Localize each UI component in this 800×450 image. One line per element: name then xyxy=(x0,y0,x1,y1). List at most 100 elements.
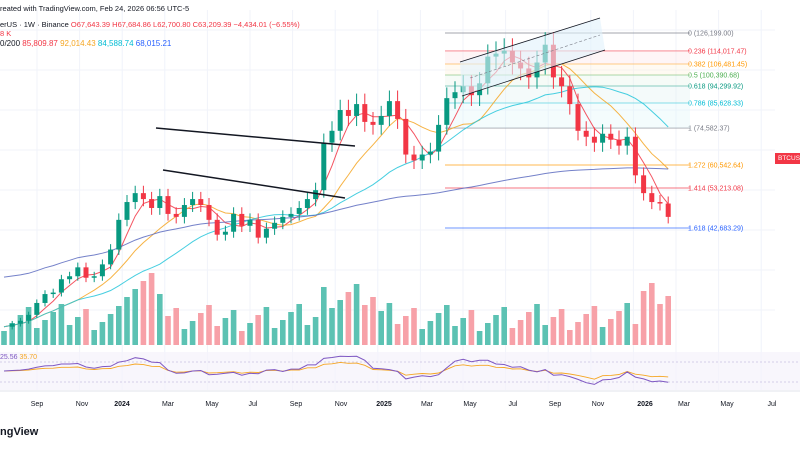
trendline-lower xyxy=(162,169,346,199)
fib-label: 1.272 (60,542.64) xyxy=(688,163,743,170)
candle-body xyxy=(9,323,15,327)
fib-label: 0.382 (106,481.45) xyxy=(688,62,747,69)
volume-bar xyxy=(181,329,188,345)
candle-body xyxy=(263,228,269,238)
volume-bar xyxy=(165,316,171,345)
volume-bar xyxy=(608,319,614,345)
candle-body xyxy=(198,199,204,206)
fib-label: 1.414 (53,213.08) xyxy=(688,186,743,193)
volume-bar xyxy=(173,308,179,345)
candle-body xyxy=(190,199,196,206)
volume-bar xyxy=(271,328,278,345)
volume-bar xyxy=(17,315,24,345)
volume-bar xyxy=(386,303,393,345)
volume-bar xyxy=(329,308,335,345)
x-tick-label: 2026 xyxy=(637,401,653,408)
x-tick-label: May xyxy=(463,401,477,408)
volume-bar xyxy=(189,321,196,345)
volume-bar xyxy=(452,326,458,345)
symbol-row: erUS · 1W · Binance O67,643.39 H67,684.8… xyxy=(0,20,300,29)
candle-body xyxy=(665,203,671,217)
candle-body xyxy=(608,133,614,140)
rsi-line xyxy=(3,355,669,385)
x-tick-label: Mar xyxy=(421,401,434,408)
candle-body xyxy=(657,202,663,204)
candle-body xyxy=(214,219,220,235)
volume-label: 8 K xyxy=(0,29,12,38)
candle-body xyxy=(436,124,442,152)
candle-body xyxy=(181,205,187,217)
candle-body xyxy=(403,118,409,155)
fib-label: 0.618 (94,299.92) xyxy=(688,84,743,91)
candle-body xyxy=(173,213,179,217)
volume-bar xyxy=(247,323,253,345)
candle-body xyxy=(272,222,278,229)
volume-bar xyxy=(485,323,491,345)
volume-bar xyxy=(493,315,499,345)
x-tick-label: Nov xyxy=(76,401,89,408)
candle-body xyxy=(304,199,310,208)
volume-bar xyxy=(649,283,655,345)
rsi-band xyxy=(0,352,800,390)
ma-value-4: 68,015.21 xyxy=(135,39,172,48)
volume-bar xyxy=(411,308,417,345)
candle-body xyxy=(378,115,384,125)
candle-body xyxy=(345,110,351,116)
volume-bar xyxy=(345,292,352,345)
candle-body xyxy=(206,205,212,220)
x-tick-label: Mar xyxy=(678,401,691,408)
volume-bar xyxy=(9,323,15,345)
candle-body xyxy=(600,133,606,143)
volume-bar xyxy=(665,296,671,345)
candle-body xyxy=(108,249,114,265)
candle-body xyxy=(567,86,573,105)
x-tick-label: Nov xyxy=(335,401,348,408)
candle-body xyxy=(296,207,302,214)
fib-label: 0.236 (114,017.47) xyxy=(688,49,747,56)
volume-bar xyxy=(75,317,81,345)
x-tick-label: Jul xyxy=(768,401,777,408)
volume-bar xyxy=(91,330,97,345)
volume-bar xyxy=(42,320,48,345)
x-tick-label: 2025 xyxy=(376,401,392,408)
channel-fill xyxy=(460,18,605,96)
candle-body xyxy=(559,77,565,87)
volume-bar xyxy=(435,313,442,345)
rsi-ma-value: 35.70 xyxy=(19,354,38,361)
volume-bar xyxy=(550,317,557,345)
volume-bar xyxy=(526,312,532,345)
volume-bar xyxy=(419,329,425,345)
x-tick-label: Sep xyxy=(549,401,562,408)
volume-bar xyxy=(280,320,286,345)
candle-body xyxy=(624,136,630,146)
candle-body xyxy=(255,219,261,238)
candle-body xyxy=(222,231,228,235)
x-tick-label: Mar xyxy=(162,401,175,408)
candle-body xyxy=(91,276,97,278)
x-tick-label: May xyxy=(205,401,219,408)
volume-bar xyxy=(198,313,204,345)
candle-body xyxy=(362,104,368,122)
volume-bar xyxy=(230,310,237,345)
candle-body xyxy=(632,136,638,176)
volume-bar xyxy=(624,303,630,345)
volume-bar xyxy=(476,331,483,345)
candle-body xyxy=(452,92,458,99)
volume-bars xyxy=(1,273,671,345)
channel-mid xyxy=(469,34,601,79)
volume-bar xyxy=(83,309,89,345)
volume-bar xyxy=(25,307,32,345)
volume-bar xyxy=(444,305,450,345)
fibonacci-levels: 0 (126,199.00) 0.236 (114,017.47) 0.382 (1… xyxy=(445,31,747,233)
symbol-label[interactable]: erUS · 1W · Binance xyxy=(0,20,69,29)
volume-bar xyxy=(616,311,622,345)
volume-bar xyxy=(148,273,155,345)
candle-body xyxy=(83,267,89,278)
volume-bar xyxy=(263,307,270,345)
candle-body xyxy=(427,151,433,155)
candle-body xyxy=(649,193,655,203)
volume-bar xyxy=(394,324,401,345)
candle-body xyxy=(583,130,589,137)
volume-bar xyxy=(362,305,368,345)
